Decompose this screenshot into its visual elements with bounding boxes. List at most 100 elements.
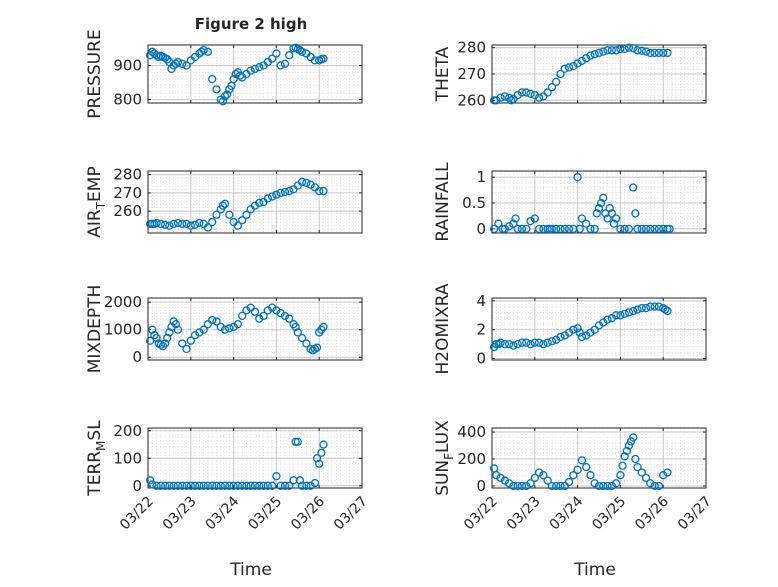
data-point: [246, 481, 255, 490]
y-tick-label: 280: [457, 39, 486, 57]
data-point: [220, 325, 230, 334]
data-point: [586, 471, 595, 480]
data-point: [573, 59, 582, 68]
data-point: [295, 476, 305, 485]
data-point: [178, 219, 187, 229]
x-tick-label: 03/22: [117, 494, 157, 534]
data-point: [633, 305, 642, 314]
data-point: [496, 93, 505, 102]
data-point: [547, 337, 557, 346]
data-point: [522, 481, 531, 491]
y-axis-label-main: TERR: [85, 451, 105, 497]
data-point: [590, 325, 599, 334]
y-tick-label: 2: [476, 321, 486, 339]
data-point: [646, 302, 655, 311]
data-point: [220, 199, 230, 208]
data-point: [246, 303, 255, 312]
data-point: [577, 456, 587, 465]
y-axis-label: RAINFALL: [433, 162, 453, 242]
data-point: [534, 93, 544, 102]
data-point: [577, 214, 587, 223]
data-point: [242, 210, 251, 219]
data-point: [171, 320, 180, 329]
y-tick-label: 270: [457, 65, 486, 83]
data-point: [148, 325, 157, 334]
data-point: [650, 481, 659, 491]
plot-area: [148, 45, 362, 103]
data-point: [592, 209, 602, 218]
data-point: [624, 43, 634, 52]
data-point: [522, 88, 531, 97]
data-point: [641, 303, 651, 313]
data-point: [631, 454, 640, 464]
data-point: [522, 338, 531, 347]
data-point: [297, 333, 307, 343]
data-point: [663, 468, 672, 477]
data-point: [255, 314, 264, 323]
data-point: [169, 481, 178, 490]
data-point: [586, 51, 595, 60]
data-point: [163, 333, 172, 343]
data-point: [152, 481, 161, 490]
data-point: [255, 481, 264, 490]
data-point: [629, 433, 638, 442]
data-point: [599, 481, 608, 491]
data-point: [654, 481, 664, 491]
y-tick-label: 0: [132, 348, 142, 366]
data-point: [272, 306, 281, 315]
data-point: [611, 479, 621, 488]
y-axis-label-subscript: M: [94, 441, 108, 451]
data-point: [212, 210, 221, 219]
y-tick-label: 800: [113, 91, 142, 109]
data-point: [199, 45, 208, 55]
data-point: [160, 339, 170, 348]
data-point: [263, 481, 272, 490]
data-point: [577, 56, 587, 65]
data-point: [212, 317, 221, 326]
data-point: [310, 344, 320, 354]
data-point: [663, 306, 672, 316]
data-point: [272, 190, 281, 199]
data-point: [306, 481, 315, 490]
data-point: [626, 437, 636, 446]
data-point: [500, 224, 509, 234]
data-point: [246, 66, 255, 75]
data-point: [661, 305, 670, 314]
data-point: [616, 44, 625, 54]
data-point: [152, 218, 161, 228]
data-point: [573, 173, 582, 182]
data-point: [513, 481, 522, 491]
data-point: [637, 46, 646, 55]
data-point: [190, 481, 200, 490]
x-axis-label-left: Time: [229, 560, 272, 580]
data-point: [195, 481, 204, 490]
data-point: [165, 481, 174, 490]
data-point: [633, 46, 642, 55]
data-point: [250, 307, 260, 316]
data-point: [509, 341, 518, 350]
data-point: [504, 479, 514, 488]
data-point: [233, 481, 243, 490]
data-point: [160, 481, 170, 490]
data-point: [552, 481, 561, 491]
data-point: [319, 440, 328, 449]
data-point: [611, 214, 621, 223]
data-point: [611, 46, 621, 55]
data-point: [186, 221, 195, 230]
data-point: [225, 324, 234, 333]
data-point: [203, 47, 213, 56]
axes-box: [491, 297, 707, 361]
data-point: [603, 214, 612, 223]
data-point: [650, 48, 659, 58]
data-point: [534, 224, 544, 234]
data-point: [543, 338, 552, 347]
y-tick-label: 280: [113, 166, 142, 184]
data-point: [238, 311, 247, 321]
data-point: [504, 222, 514, 231]
data-point: [547, 83, 557, 92]
data-point: [517, 224, 527, 234]
data-point: [620, 309, 629, 319]
y-tick-label: 900: [113, 56, 142, 74]
data-point: [208, 481, 217, 490]
data-point: [231, 69, 240, 79]
